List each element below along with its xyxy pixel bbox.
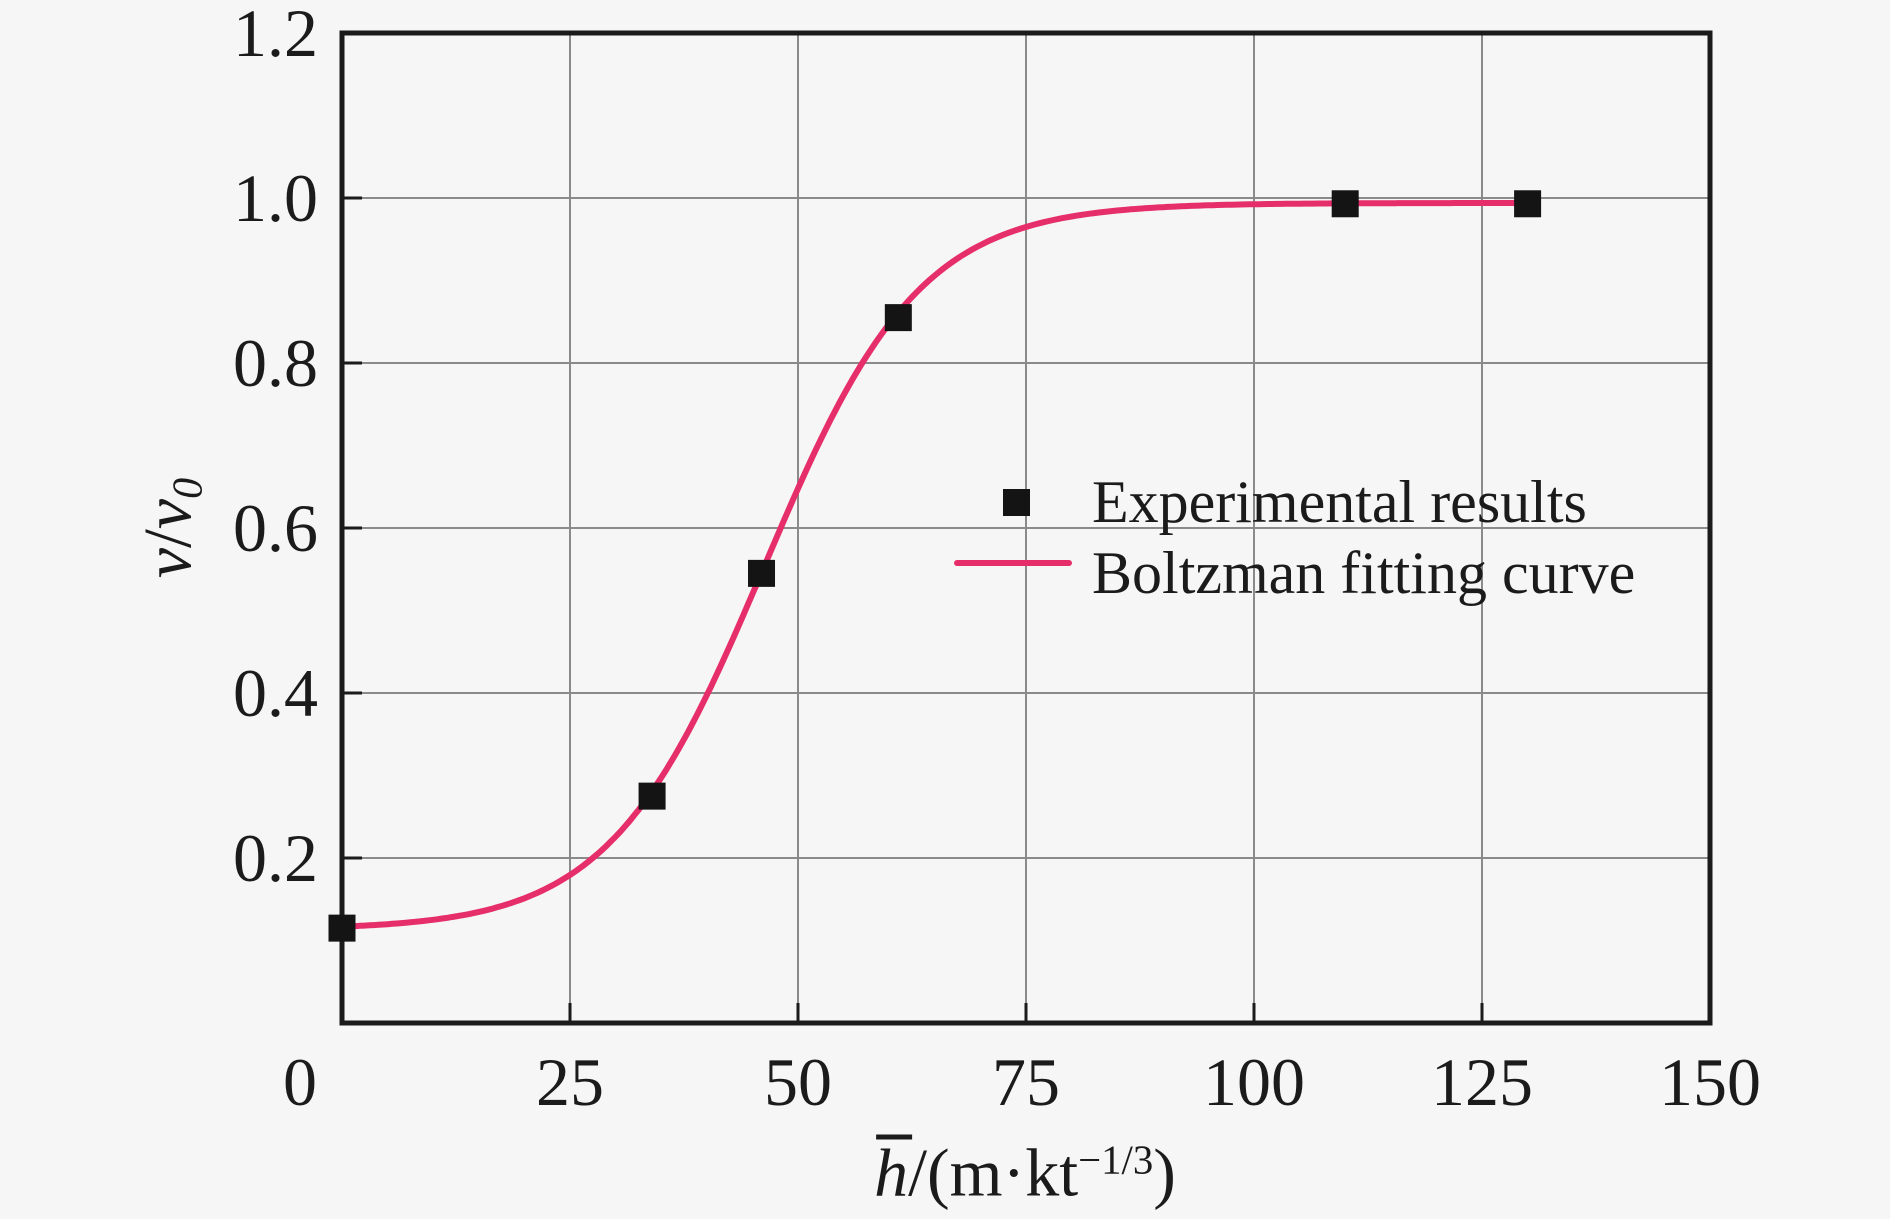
legend-square-marker-icon (1003, 489, 1030, 516)
data-point (1331, 190, 1359, 218)
x-axis-variable: h (874, 1134, 913, 1211)
y-tick-label: 1.0 (233, 160, 318, 236)
y-axis-subscript: 0 (164, 477, 212, 499)
data-point (1514, 190, 1542, 218)
y-tick-label: 0.6 (233, 490, 318, 566)
data-point (328, 914, 356, 942)
y-tick-label: 0.8 (233, 325, 318, 401)
y-tick-label: 1.2 (233, 0, 318, 71)
x-axis-exponent: −1/3 (1078, 1137, 1154, 1183)
y-tick-label: 0.4 (233, 655, 318, 731)
x-tick-label: 150 (1659, 1044, 1761, 1120)
legend-label-fit-curve: Boltzman fitting curve (1092, 540, 1636, 606)
x-axis-title: h/(m·kt−1/3) (874, 1134, 1176, 1213)
x-axis-units: /(m·kt (908, 1134, 1079, 1211)
x-tick-label: 50 (764, 1044, 832, 1120)
x-tick-label: 100 (1203, 1044, 1305, 1120)
legend-line-marker-icon (954, 560, 1072, 566)
x-tick-label: 125 (1431, 1044, 1533, 1120)
legend-label-experimental: Experimental results (1092, 469, 1587, 535)
y-tick-label: 0.2 (233, 820, 318, 896)
data-point (748, 559, 776, 587)
data-point (884, 304, 912, 332)
y-axis-variable: v (129, 547, 206, 579)
y-axis-denominator: v (129, 498, 206, 530)
y-axis-title: v/v0 (129, 477, 212, 579)
data-point (638, 782, 666, 810)
x-axis-closing-paren: ) (1153, 1134, 1176, 1211)
x-tick-label: 75 (992, 1044, 1060, 1120)
x-tick-label: 0 (283, 1044, 317, 1120)
y-axis-slash: / (129, 529, 206, 548)
x-tick-label: 25 (536, 1044, 604, 1120)
